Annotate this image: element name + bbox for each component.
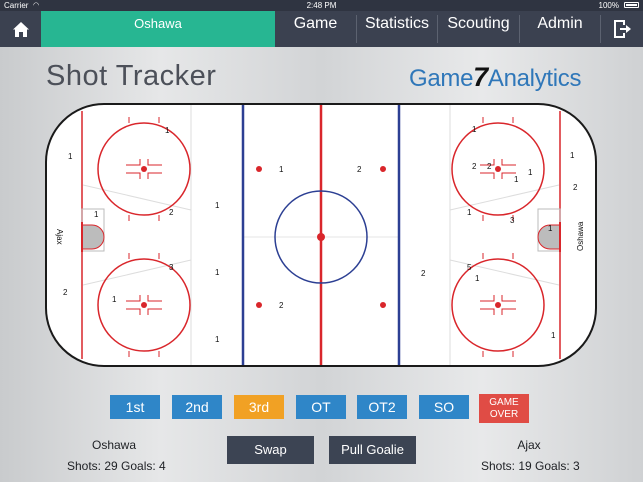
period-ot2-button[interactable]: OT2 xyxy=(357,395,407,419)
goal-crease-left xyxy=(81,208,105,252)
shot-count: 1 xyxy=(467,208,472,217)
team-tab[interactable]: Oshawa xyxy=(41,11,275,47)
shot-counts: 1 1 2 1 1 3 1 2 1 1 1 2 2 1 2 2 2 1 1 3 … xyxy=(63,125,578,344)
battery-percent: 100% xyxy=(598,1,619,10)
page-title: Shot Tracker xyxy=(46,60,217,92)
faceoff-circle-right-top xyxy=(451,117,545,221)
home-icon xyxy=(12,21,29,37)
game-over-button[interactable]: GAME OVER xyxy=(479,394,529,423)
shot-count: 2 xyxy=(472,162,477,171)
away-team-stats: Shots: 19 Goals: 3 xyxy=(481,459,580,473)
shot-count: 1 xyxy=(94,210,99,219)
logo-prefix: Game xyxy=(409,65,474,92)
carrier-label: Carrier xyxy=(4,1,29,10)
nav-divider xyxy=(437,15,438,43)
nav-statistics[interactable]: Statistics xyxy=(364,15,429,32)
nav-admin[interactable]: Admin xyxy=(537,15,583,32)
shot-count: 2 xyxy=(279,301,284,310)
shot-count: 1 xyxy=(472,125,477,134)
period-1st-button[interactable]: 1st xyxy=(110,395,160,419)
status-bar: Carrier ◠ 2:48 PM 100% xyxy=(0,0,643,11)
nav-divider xyxy=(519,15,520,43)
period-ot-button[interactable]: OT xyxy=(296,395,346,419)
shot-count: 1 xyxy=(279,165,284,174)
center-dot xyxy=(317,233,325,241)
hockey-rink[interactable]: Ajax Oshawa 1 1 2 1 1 3 1 2 1 1 1 2 2 1 … xyxy=(45,103,597,367)
brand-logo: Game7Analytics xyxy=(409,62,582,93)
home-team-stats: Shots: 29 Goals: 4 xyxy=(67,459,166,473)
faceoff-dot xyxy=(380,302,386,308)
shot-count: 1 xyxy=(548,224,553,233)
shot-count: 1 xyxy=(475,274,480,283)
center-circle xyxy=(274,190,368,284)
faceoff-dot xyxy=(256,166,262,172)
period-3rd-button[interactable]: 3rd xyxy=(234,395,284,419)
rink-left-team: Ajax xyxy=(55,229,64,245)
nav-game[interactable]: Game xyxy=(293,15,338,32)
shot-count: 1 xyxy=(165,126,170,135)
shot-count: 1 xyxy=(514,175,519,184)
rink-right-team: Oshawa xyxy=(576,221,585,251)
shot-count: 1 xyxy=(528,168,533,177)
shot-count: 2 xyxy=(169,208,174,217)
goal-crease-right xyxy=(537,208,561,252)
shot-count: 1 xyxy=(215,335,220,344)
shot-count: 1 xyxy=(215,201,220,210)
shot-count: 1 xyxy=(570,151,575,160)
away-team-name: Ajax xyxy=(517,438,541,452)
shot-count: 2 xyxy=(573,183,578,192)
nav-scouting[interactable]: Scouting xyxy=(447,15,510,32)
faceoff-circle-right-bottom xyxy=(451,253,545,357)
logo-suffix: Analytics xyxy=(487,65,582,92)
home-button[interactable] xyxy=(0,11,41,47)
shot-count: 2 xyxy=(357,165,362,174)
shot-count: 1 xyxy=(68,152,73,161)
period-2nd-button[interactable]: 2nd xyxy=(172,395,222,419)
shot-count: 1 xyxy=(215,268,220,277)
shot-count: 2 xyxy=(487,162,492,171)
wifi-icon: ◠ xyxy=(33,2,40,9)
faceoff-dot xyxy=(380,166,386,172)
shot-count: 3 xyxy=(510,216,515,225)
logo-seven: 7 xyxy=(473,62,488,92)
top-nav: Oshawa Game Statistics Scouting Admin xyxy=(0,11,643,47)
exit-icon xyxy=(614,20,631,38)
pull-goalie-button[interactable]: Pull Goalie xyxy=(329,436,416,464)
nav-divider xyxy=(600,15,601,43)
nav-divider xyxy=(356,15,357,43)
shot-count: 1 xyxy=(551,331,556,340)
faceoff-dot xyxy=(256,302,262,308)
shot-count: 1 xyxy=(112,295,117,304)
shot-count: 5 xyxy=(467,263,472,272)
clock: 2:48 PM xyxy=(306,1,337,10)
shot-count: 2 xyxy=(421,269,426,278)
shot-count: 2 xyxy=(63,288,68,297)
battery-icon xyxy=(624,2,639,8)
faceoff-circle-left-bottom xyxy=(97,253,191,357)
swap-button[interactable]: Swap xyxy=(227,436,314,464)
logout-button[interactable] xyxy=(601,11,643,47)
home-team-name: Oshawa xyxy=(91,438,137,452)
shot-count: 3 xyxy=(169,263,174,272)
faceoff-circle-left-top xyxy=(97,117,191,221)
period-so-button[interactable]: SO xyxy=(419,395,469,419)
